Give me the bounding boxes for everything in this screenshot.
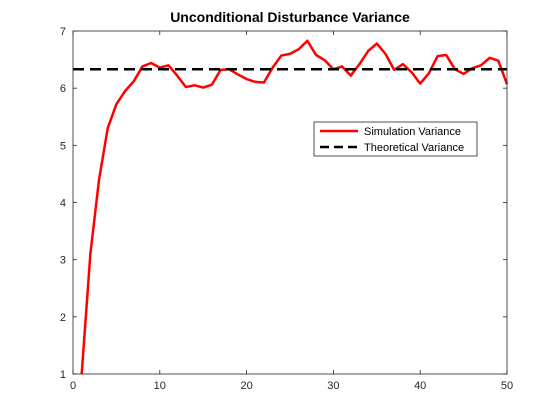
y-tick-label: 7 (60, 26, 66, 38)
simulation-variance-line (80, 39, 509, 375)
y-tick-label: 1 (60, 369, 66, 381)
y-tick-label: 5 (60, 140, 66, 152)
plot-area (73, 31, 507, 374)
x-tick-label: 40 (414, 380, 426, 392)
x-tick-label: 0 (70, 380, 76, 392)
x-tick-label: 30 (327, 380, 339, 392)
series-layer (73, 39, 509, 375)
legend-label-simulation: Simulation Variance (364, 126, 461, 138)
x-tick-label: 20 (240, 380, 252, 392)
y-tick-label: 2 (60, 312, 66, 324)
y-tick-label: 6 (60, 83, 66, 95)
plot-frame (72, 30, 508, 375)
legend-label-theoretical: Theoretical Variance (364, 142, 464, 154)
x-tick-label: 50 (501, 380, 513, 392)
legend: Simulation Variance Theoretical Variance (313, 121, 478, 157)
chart-title: Unconditional Disturbance Variance (170, 9, 410, 25)
y-tick-label: 4 (60, 198, 66, 210)
y-tick-label: 3 (60, 255, 66, 267)
x-tick-label: 10 (154, 380, 166, 392)
legend-box (313, 121, 478, 157)
